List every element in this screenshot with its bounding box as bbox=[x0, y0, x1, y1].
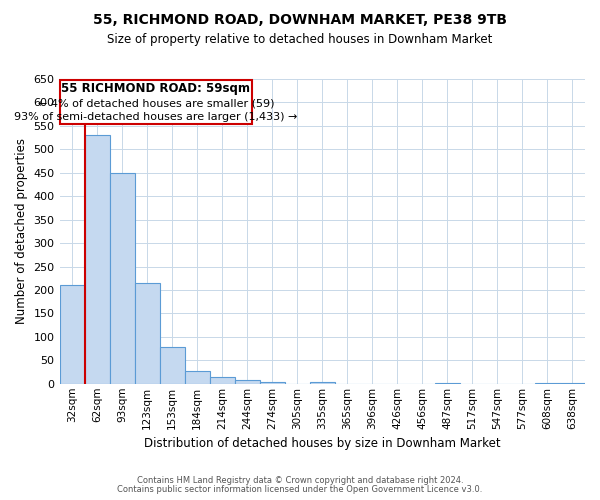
Bar bbox=[185, 370, 209, 384]
Y-axis label: Number of detached properties: Number of detached properties bbox=[15, 138, 28, 324]
Text: 93% of semi-detached houses are larger (1,433) →: 93% of semi-detached houses are larger (… bbox=[14, 112, 298, 122]
Bar bbox=[310, 382, 335, 384]
Bar bbox=[134, 283, 160, 384]
Text: ← 4% of detached houses are smaller (59): ← 4% of detached houses are smaller (59) bbox=[38, 98, 274, 108]
Text: Size of property relative to detached houses in Downham Market: Size of property relative to detached ho… bbox=[107, 32, 493, 46]
Bar bbox=[209, 376, 235, 384]
Bar bbox=[110, 173, 134, 384]
Bar bbox=[160, 347, 185, 384]
Text: Contains public sector information licensed under the Open Government Licence v3: Contains public sector information licen… bbox=[118, 485, 482, 494]
Bar bbox=[235, 380, 260, 384]
Text: Contains HM Land Registry data © Crown copyright and database right 2024.: Contains HM Land Registry data © Crown c… bbox=[137, 476, 463, 485]
Bar bbox=[85, 136, 110, 384]
X-axis label: Distribution of detached houses by size in Downham Market: Distribution of detached houses by size … bbox=[144, 437, 500, 450]
Bar bbox=[59, 286, 85, 384]
Text: 55, RICHMOND ROAD, DOWNHAM MARKET, PE38 9TB: 55, RICHMOND ROAD, DOWNHAM MARKET, PE38 … bbox=[93, 12, 507, 26]
Text: 55 RICHMOND ROAD: 59sqm: 55 RICHMOND ROAD: 59sqm bbox=[61, 82, 250, 96]
Bar bbox=[260, 382, 285, 384]
